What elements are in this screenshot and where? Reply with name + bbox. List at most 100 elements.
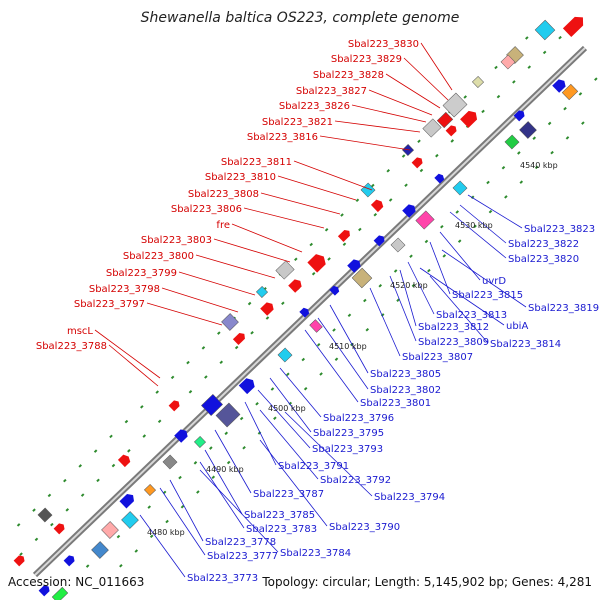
gene-feature-arrow xyxy=(63,555,75,567)
gc-tick xyxy=(594,77,598,81)
gene-feature-arrow xyxy=(329,285,340,296)
gene-label-reverse: Sbal223_3822 xyxy=(508,239,579,250)
leader-line xyxy=(199,461,245,529)
leader-line xyxy=(178,271,256,296)
leader-line xyxy=(385,73,441,109)
gene-feature-box xyxy=(360,182,376,198)
gene-label-forward: Sbal223_3828 xyxy=(313,70,384,81)
gc-tick xyxy=(393,269,398,273)
gc-tick xyxy=(450,139,455,143)
gene-label-reverse: Sbal223_3796 xyxy=(323,413,394,424)
gene-label-forward: Sbal223_3816 xyxy=(247,132,318,143)
gene-label-reverse: Sbal223_3802 xyxy=(370,385,441,396)
gc-tick xyxy=(286,372,290,377)
gene-feature-arrow xyxy=(307,254,326,273)
gene-label-reverse: Sbal223_3783 xyxy=(246,524,317,535)
gene-feature-box xyxy=(101,521,119,539)
gc-tick xyxy=(488,209,493,214)
gene-feature-box xyxy=(519,121,537,139)
leader-line xyxy=(293,160,373,191)
gene-feature-box xyxy=(390,237,406,253)
gc-tick xyxy=(255,402,259,406)
gc-tick xyxy=(85,564,90,568)
leader-line xyxy=(419,267,505,326)
gc-tick xyxy=(250,331,254,335)
gc-tick xyxy=(363,298,367,303)
gc-tick xyxy=(578,92,583,96)
gc-tick xyxy=(411,283,416,288)
gc-tick xyxy=(365,327,370,332)
gc-tick xyxy=(273,416,277,420)
gene-feature-arrow xyxy=(370,199,384,213)
gc-tick xyxy=(47,493,52,498)
gc-tick xyxy=(170,375,175,380)
gc-tick xyxy=(93,449,98,453)
leader-line xyxy=(429,241,451,295)
gene-feature-arrow xyxy=(445,125,457,137)
leader-line xyxy=(243,207,325,229)
gene-feature-arrow xyxy=(168,400,180,412)
gc-tick xyxy=(311,271,316,276)
gc-tick xyxy=(147,505,152,509)
leader-line xyxy=(399,269,417,327)
gene-feature-box xyxy=(193,435,207,449)
leader-line xyxy=(284,411,373,497)
gc-tick xyxy=(50,522,54,527)
leader-line xyxy=(459,204,507,244)
leader-line xyxy=(214,429,252,494)
gc-tick xyxy=(371,183,375,188)
gene-label-forward: Sbal223_3797 xyxy=(74,299,145,310)
gc-tick xyxy=(334,357,339,361)
gc-tick xyxy=(281,301,285,306)
gene-label-forward: Sbal223_3830 xyxy=(348,39,419,50)
genome-title: Shewanella baltica OS223, complete genom… xyxy=(141,10,460,26)
gene-feature-box xyxy=(255,285,269,299)
gene-label-forward: Sbal223_3806 xyxy=(171,204,242,215)
gene-label-reverse: Sbal223_3795 xyxy=(313,428,384,439)
gc-tick xyxy=(211,475,216,480)
gene-feature-arrow xyxy=(13,555,25,567)
gene-label-reverse: Sbal223_3805 xyxy=(370,369,441,380)
gene-label-reverse: Sbal223_3812 xyxy=(418,322,489,333)
leader-line xyxy=(108,344,159,387)
gene-feature-box xyxy=(309,319,323,333)
gc-tick xyxy=(547,121,552,126)
gene-feature-box xyxy=(121,511,139,529)
gc-tick xyxy=(494,65,498,70)
gc-tick xyxy=(519,180,524,184)
gc-tick xyxy=(316,343,321,347)
gene-label-reverse: Sbal223_3790 xyxy=(329,522,400,533)
gc-tick xyxy=(127,449,131,453)
gene-feature-box xyxy=(504,134,520,150)
gc-tick xyxy=(386,169,390,173)
gc-tick xyxy=(419,168,424,173)
gc-tick xyxy=(111,463,116,468)
gene-feature-arrow xyxy=(460,110,478,128)
gc-tick xyxy=(124,419,129,424)
gc-tick xyxy=(327,257,331,261)
leader-line xyxy=(329,304,369,374)
gene-feature-arrow xyxy=(402,204,416,218)
gc-tick xyxy=(324,228,329,232)
gc-tick xyxy=(193,461,198,465)
gc-tick xyxy=(501,165,506,170)
gc-tick xyxy=(294,257,298,262)
gene-feature-box xyxy=(422,118,442,138)
kbp-tick-label: 4480 kbp xyxy=(147,528,185,537)
gene-label-reverse: Sbal223_3785 xyxy=(244,510,315,521)
gc-tick xyxy=(342,242,347,246)
kbp-tick-label: 4520 kbp xyxy=(390,281,428,290)
gc-tick xyxy=(63,478,67,483)
gene-feature-box xyxy=(221,313,239,331)
gene-feature-arrow xyxy=(552,79,566,93)
gc-tick xyxy=(358,227,362,232)
kbp-tick-label: 4490 kbp xyxy=(206,465,244,474)
gene-feature-arrow xyxy=(174,429,188,443)
gc-tick xyxy=(581,121,585,125)
gene-label-forward: Sbal223_3810 xyxy=(205,172,276,183)
gc-tick xyxy=(396,298,400,302)
gc-tick xyxy=(481,109,485,114)
gc-tick xyxy=(373,212,378,217)
gc-tick xyxy=(109,434,113,439)
